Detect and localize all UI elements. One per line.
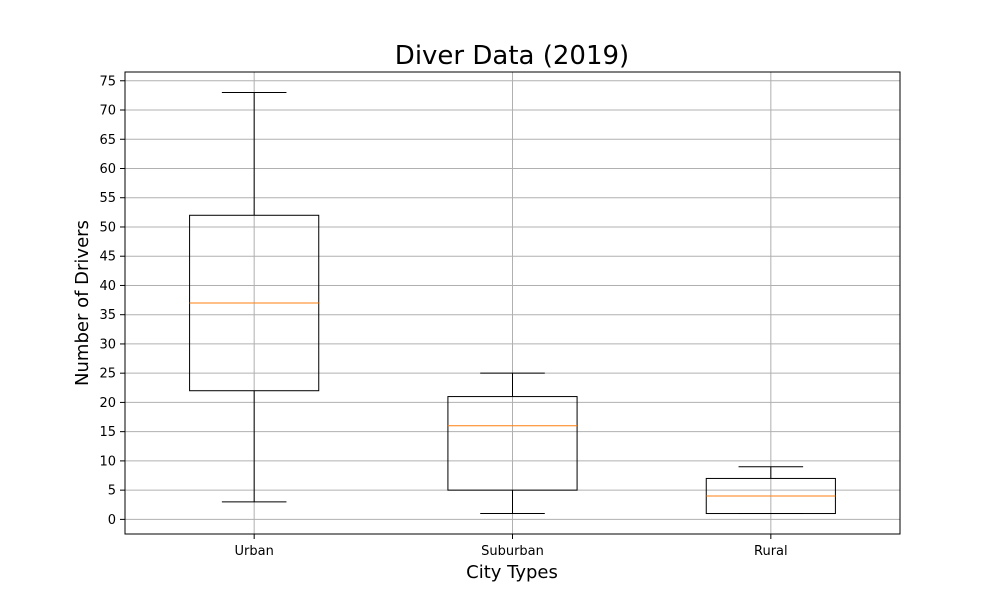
y-tick-label: 70 bbox=[99, 104, 116, 119]
y-tick-label: 20 bbox=[99, 396, 116, 411]
y-tick-label: 35 bbox=[99, 308, 116, 323]
y-tick-label: 25 bbox=[99, 367, 116, 382]
y-tick-label: 5 bbox=[108, 484, 116, 499]
y-tick-label: 50 bbox=[99, 220, 116, 235]
plot-frame bbox=[124, 71, 901, 535]
box-layer bbox=[189, 91, 836, 515]
y-tick-label: 75 bbox=[99, 74, 116, 89]
y-tick-label: 30 bbox=[99, 337, 116, 352]
x-tick-label: Suburban bbox=[481, 544, 544, 559]
axis-layer: 0 5 10 15 20 25 30 35 40 45 50 55 60 65 70 75 Urban Subur… bbox=[99, 71, 901, 559]
y-tick-label: 10 bbox=[99, 454, 116, 469]
y-tick-label: 0 bbox=[108, 513, 116, 528]
box-iqr bbox=[447, 396, 578, 491]
y-tick-label: 65 bbox=[99, 133, 116, 148]
y-tick-label: 40 bbox=[99, 279, 116, 294]
y-tick-label: 15 bbox=[99, 425, 116, 440]
y-axis-title: Number of Drivers bbox=[72, 220, 93, 386]
chart-title: Diver Data (2019) bbox=[395, 41, 629, 71]
x-axis-title: City Types bbox=[466, 562, 558, 583]
x-tick-label: Rural bbox=[754, 544, 788, 559]
y-tick-label: 60 bbox=[99, 162, 116, 177]
y-tick-label: 55 bbox=[99, 191, 116, 206]
y-tick-label: 45 bbox=[99, 250, 116, 265]
x-tick-label: Urban bbox=[235, 544, 274, 559]
